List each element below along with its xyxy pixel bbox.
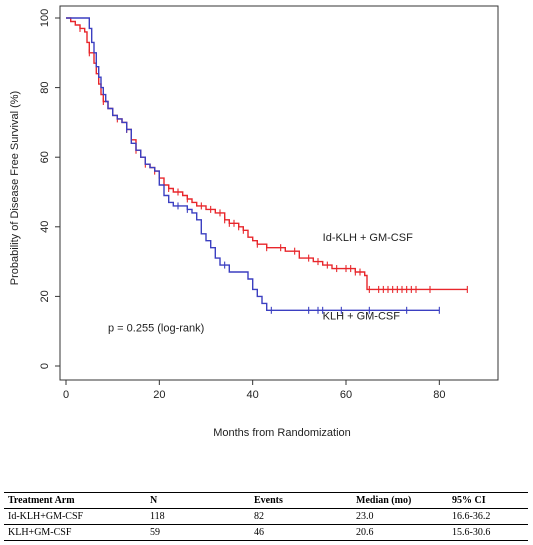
table-row: Id-KLH+GM-CSF 118 82 23.0 16.6-36.2 xyxy=(4,508,528,525)
x-tick-label: 40 xyxy=(247,389,259,401)
y-tick-label: 40 xyxy=(39,221,51,233)
x-tick-label: 0 xyxy=(63,389,69,401)
x-tick-label: 20 xyxy=(153,389,165,401)
cell-events: 46 xyxy=(250,524,352,541)
cell-median: 23.0 xyxy=(352,508,448,525)
table-header-row: Treatment Arm N Events Median (mo) 95% C… xyxy=(4,492,528,509)
header-ci: 95% CI xyxy=(448,492,528,509)
header-events: Events xyxy=(250,492,352,509)
header-median: Median (mo) xyxy=(352,492,448,509)
y-tick-label: 60 xyxy=(39,151,51,163)
label-layer: Id-KLH + GM-CSF KLH + GM-CSF p = 0.255 (lo… xyxy=(108,232,413,334)
cell-events: 82 xyxy=(250,508,352,525)
series-line-1 xyxy=(66,17,440,311)
header-n: N xyxy=(146,492,250,509)
header-treatment-arm: Treatment Arm xyxy=(4,492,146,509)
y-tick-label: 80 xyxy=(39,81,51,93)
cell-ci: 16.6-36.2 xyxy=(448,508,528,525)
table-row: KLH+GM-CSF 59 46 20.6 15.6-30.6 xyxy=(4,524,528,541)
x-tick-label: 60 xyxy=(340,389,352,401)
x-axis: 0 20 40 60 80 xyxy=(63,380,445,401)
y-tick-label: 100 xyxy=(39,9,51,27)
cell-ci: 15.6-30.6 xyxy=(448,524,528,541)
cell-treatment-arm: KLH+GM-CSF xyxy=(4,524,146,541)
series-line-0 xyxy=(66,17,468,291)
x-tick-label: 80 xyxy=(433,389,445,401)
cell-n: 118 xyxy=(146,508,250,525)
y-tick-label: 0 xyxy=(39,363,51,369)
series-layer xyxy=(66,17,468,314)
plot-frame xyxy=(59,5,499,381)
series-label-0: Id-KLH + GM-CSF xyxy=(323,232,413,244)
x-axis-title: Months from Randomization xyxy=(213,427,351,439)
cell-n: 59 xyxy=(146,524,250,541)
y-axis: 0 20 40 60 80 100 xyxy=(39,9,60,369)
cell-median: 20.6 xyxy=(352,524,448,541)
cell-treatment-arm: Id-KLH+GM-CSF xyxy=(4,508,146,525)
summary-table: Treatment Arm N Events Median (mo) 95% C… xyxy=(4,492,528,541)
y-tick-label: 20 xyxy=(39,290,51,302)
y-axis-title: Probability of Disease Free Survival (%) xyxy=(9,91,21,285)
p-value-annotation: p = 0.255 (log-rank) xyxy=(108,323,204,335)
series-label-1: KLH + GM-CSF xyxy=(323,311,401,323)
